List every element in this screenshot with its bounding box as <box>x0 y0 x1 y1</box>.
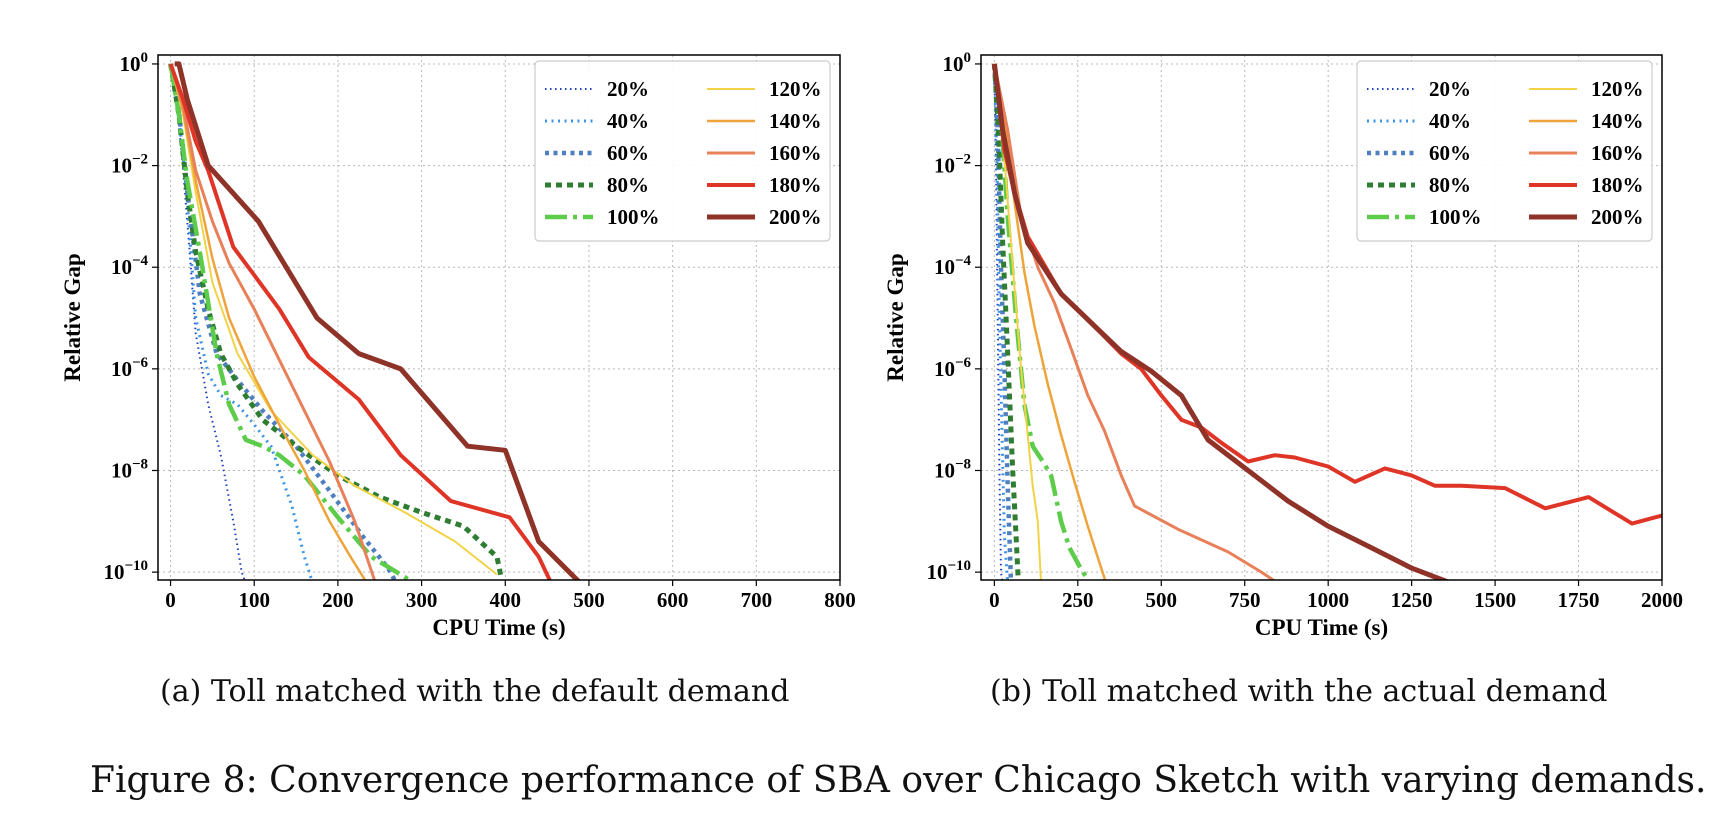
y-tick-label: 10−2 <box>934 152 971 178</box>
y-tick-label: 10−8 <box>934 456 971 482</box>
legend-label: 40% <box>1429 109 1471 133</box>
legend-label: 140% <box>769 109 822 133</box>
x-tick-label: 300 <box>406 588 438 612</box>
legend-label: 120% <box>1591 77 1644 101</box>
y-tick-label: 10−8 <box>111 456 148 482</box>
legend-label: 60% <box>1429 141 1471 165</box>
legend-label: 60% <box>607 141 649 165</box>
panel-a-caption-label: (a) <box>160 674 202 709</box>
y-tick-label: 10−6 <box>111 355 149 381</box>
x-tick-label: 600 <box>657 588 689 612</box>
series-line-80pct <box>991 63 1021 580</box>
series-line-160pct <box>169 63 377 580</box>
legend-box <box>1356 60 1653 242</box>
panel-b-caption: (b) Toll matched with the actual demand <box>990 674 1607 709</box>
legend-label: 180% <box>1591 173 1644 197</box>
axes-frame <box>980 54 1663 581</box>
legend-label: 20% <box>607 77 649 101</box>
gridlines <box>981 55 1663 580</box>
series-line-60pct <box>168 63 398 580</box>
panel-a-caption: (a) Toll matched with the default demand <box>160 674 789 709</box>
legend-label: 120% <box>769 77 822 101</box>
x-tick-label: 0 <box>165 588 176 612</box>
x-tick-label: 1500 <box>1474 588 1516 612</box>
x-axis-label: CPU Time (s) <box>432 615 565 640</box>
series-line-40pct <box>169 63 314 580</box>
panel-a-chart: 0 100 200 300 400 500 600 700 800 100 10−2 10−4 10−6… <box>60 50 856 640</box>
x-tick-label: 1250 <box>1391 588 1433 612</box>
legend-label: 80% <box>607 173 649 197</box>
series-line-80pct <box>168 63 504 578</box>
y-tick-label: 10−10 <box>103 558 148 584</box>
x-tick-label: 1000 <box>1307 588 1349 612</box>
series-line-160pct <box>992 63 1276 580</box>
x-tick-label: 500 <box>1146 588 1178 612</box>
y-tick-label: 10−6 <box>934 355 972 381</box>
figure-caption: Figure 8: Convergence performance of SBA… <box>90 760 1707 801</box>
x-tick-label: 800 <box>824 588 856 612</box>
panel-a-caption-text: Toll matched with the default demand <box>210 674 790 709</box>
legend-box <box>534 60 831 242</box>
x-tick-label: 100 <box>238 588 270 612</box>
legend-label: 160% <box>1591 141 1644 165</box>
legend: 20% 40% 60% 80% 100% 120% 140% 160% 180% 200% <box>534 60 831 242</box>
y-axis-label: Relative Gap <box>883 253 908 381</box>
y-tick-label: 10−4 <box>934 253 972 279</box>
axes-frame <box>157 54 841 581</box>
y-tick-label: 10−2 <box>111 152 148 178</box>
x-axis-label: CPU Time (s) <box>1255 615 1388 640</box>
legend-label: 100% <box>1429 205 1482 229</box>
series-line-200pct <box>174 61 581 580</box>
series-group <box>991 63 1662 580</box>
x-tick-label: 2000 <box>1641 588 1683 612</box>
legend-label: 100% <box>607 205 660 229</box>
y-tick-label: 10−4 <box>111 253 149 279</box>
series-line-140pct <box>169 63 367 580</box>
x-tick-label: 1750 <box>1558 588 1600 612</box>
x-tick-label: 750 <box>1229 588 1261 612</box>
series-line-180pct <box>168 63 552 580</box>
y-tick-label: 100 <box>120 50 149 76</box>
legend-label: 20% <box>1429 77 1471 101</box>
legend-label: 160% <box>769 141 822 165</box>
x-tick-label: 400 <box>490 588 522 612</box>
panel-b-caption-text: Toll matched with the actual demand <box>1042 674 1608 709</box>
x-tick-label: 250 <box>1062 588 1094 612</box>
legend-label: 40% <box>607 109 649 133</box>
legend: 20% 40% 60% 80% 100% 120% 140% 160% 180% 200% <box>1356 60 1653 242</box>
series-line-200pct <box>991 63 1450 580</box>
y-tick-label: 100 <box>943 50 972 76</box>
panel-b-caption-label: (b) <box>990 674 1033 709</box>
legend-label: 80% <box>1429 173 1471 197</box>
legend-label: 200% <box>1591 205 1644 229</box>
series-line-100pct <box>992 63 1089 579</box>
series-group <box>168 61 581 580</box>
legend-label: 200% <box>769 205 822 229</box>
legend-label: 140% <box>1591 109 1644 133</box>
x-tick-label: 200 <box>322 588 354 612</box>
series-line-40pct <box>992 63 1009 580</box>
series-line-20pct <box>993 63 1004 580</box>
series-line-100pct <box>168 63 413 580</box>
panel-b-chart: 0 250 500 750 1000 1250 1500 1750 2000 100 10−2 10−… <box>883 50 1683 640</box>
x-tick-label: 700 <box>741 588 773 612</box>
x-tick-label: 500 <box>573 588 605 612</box>
y-axis-label: Relative Gap <box>60 253 85 381</box>
legend-label: 180% <box>769 173 822 197</box>
y-tick-label: 10−10 <box>926 558 971 584</box>
x-tick-label: 0 <box>989 588 1000 612</box>
